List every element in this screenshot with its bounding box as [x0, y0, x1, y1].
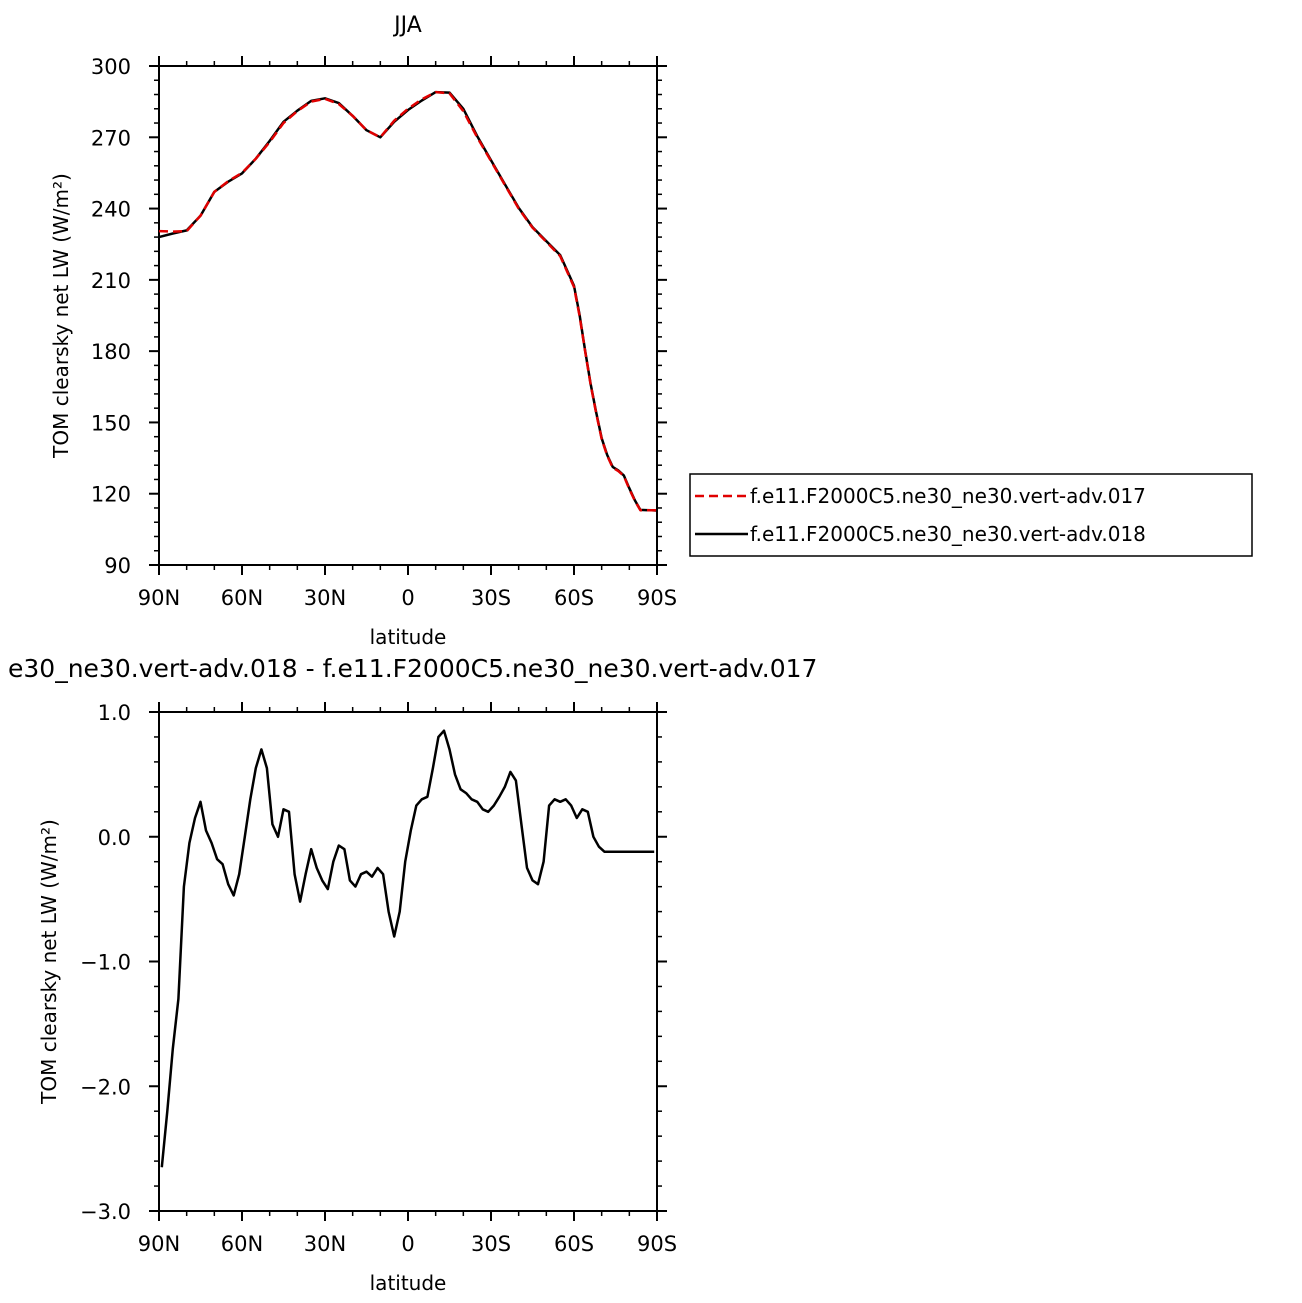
y-tick-label: 270 [91, 126, 131, 150]
y-tick-label: 1.0 [98, 701, 131, 725]
top-y-axis-label: TOM clearsky net LW (W/m²) [49, 173, 73, 459]
top-series-lines [158, 90, 658, 512]
bottom-y-tick-labels: 1.0 0.0 −1.0 −2.0 −3.0 [80, 701, 131, 1224]
bottom-panel: e30_ne30.vert-adv.018 - f.e11.F2000C5.ne… [8, 654, 817, 1295]
y-tick-label: −2.0 [80, 1075, 131, 1099]
legend-box [689, 473, 1253, 557]
x-tick-label: 0 [401, 586, 414, 610]
series-line-0 [158, 90, 657, 512]
y-tick-label: −3.0 [80, 1200, 131, 1224]
legend-entry-018: f.e11.F2000C5.ne30_ne30.vert-adv.018 [750, 522, 1146, 546]
bottom-x-axis-label: latitude [370, 1271, 447, 1295]
x-tick-label: 30N [304, 586, 346, 610]
y-tick-label: 150 [91, 411, 131, 435]
y-tick-label: −1.0 [80, 951, 131, 975]
y-tick-label: 120 [91, 483, 131, 507]
y-tick-label: 0.0 [98, 826, 131, 850]
x-tick-label: 0 [401, 1232, 414, 1256]
x-tick-label: 60N [221, 586, 263, 610]
x-tick-label: 30N [304, 1232, 346, 1256]
x-tick-label: 60S [554, 586, 594, 610]
top-plot-frame [158, 65, 658, 566]
bottom-chart-title: e30_ne30.vert-adv.018 - f.e11.F2000C5.ne… [8, 654, 817, 683]
series-line-1 [158, 90, 658, 512]
x-tick-label: 30S [471, 586, 511, 610]
top-axis-ticks [149, 56, 667, 575]
bottom-series-lines [160, 729, 655, 1168]
x-tick-label: 60N [221, 1232, 263, 1256]
y-tick-label: 210 [91, 269, 131, 293]
y-tick-label: 90 [104, 554, 131, 578]
bottom-y-axis-label: TOM clearsky net LW (W/m²) [37, 819, 61, 1105]
top-x-axis-label: latitude [370, 625, 447, 649]
bottom-x-tick-labels: 90N 60N 30N 0 30S 60S 90S [138, 1232, 677, 1256]
y-tick-label: 300 [91, 55, 131, 79]
x-tick-label: 90S [637, 586, 677, 610]
x-tick-label: 90N [138, 586, 180, 610]
x-tick-label: 90S [637, 1232, 677, 1256]
x-tick-label: 60S [554, 1232, 594, 1256]
y-tick-label: 180 [91, 340, 131, 364]
top-chart-title: JJA [392, 13, 422, 38]
top-panel: JJA 90N 60N 30N 0 30S 60S 90S 90 120 150 180 210 24… [49, 13, 1253, 649]
legend: f.e11.F2000C5.ne30_ne30.vert-adv.017 f.e… [689, 473, 1253, 557]
legend-entry-017: f.e11.F2000C5.ne30_ne30.vert-adv.017 [750, 484, 1146, 508]
y-tick-label: 240 [91, 198, 131, 222]
bottom-plot-frame [158, 711, 658, 1212]
bottom-axis-ticks [149, 702, 667, 1221]
x-tick-label: 30S [471, 1232, 511, 1256]
series-line-0 [160, 729, 655, 1168]
top-x-tick-labels: 90N 60N 30N 0 30S 60S 90S [138, 586, 677, 610]
top-y-tick-labels: 90 120 150 180 210 240 270 300 [91, 55, 131, 578]
x-tick-label: 90N [138, 1232, 180, 1256]
